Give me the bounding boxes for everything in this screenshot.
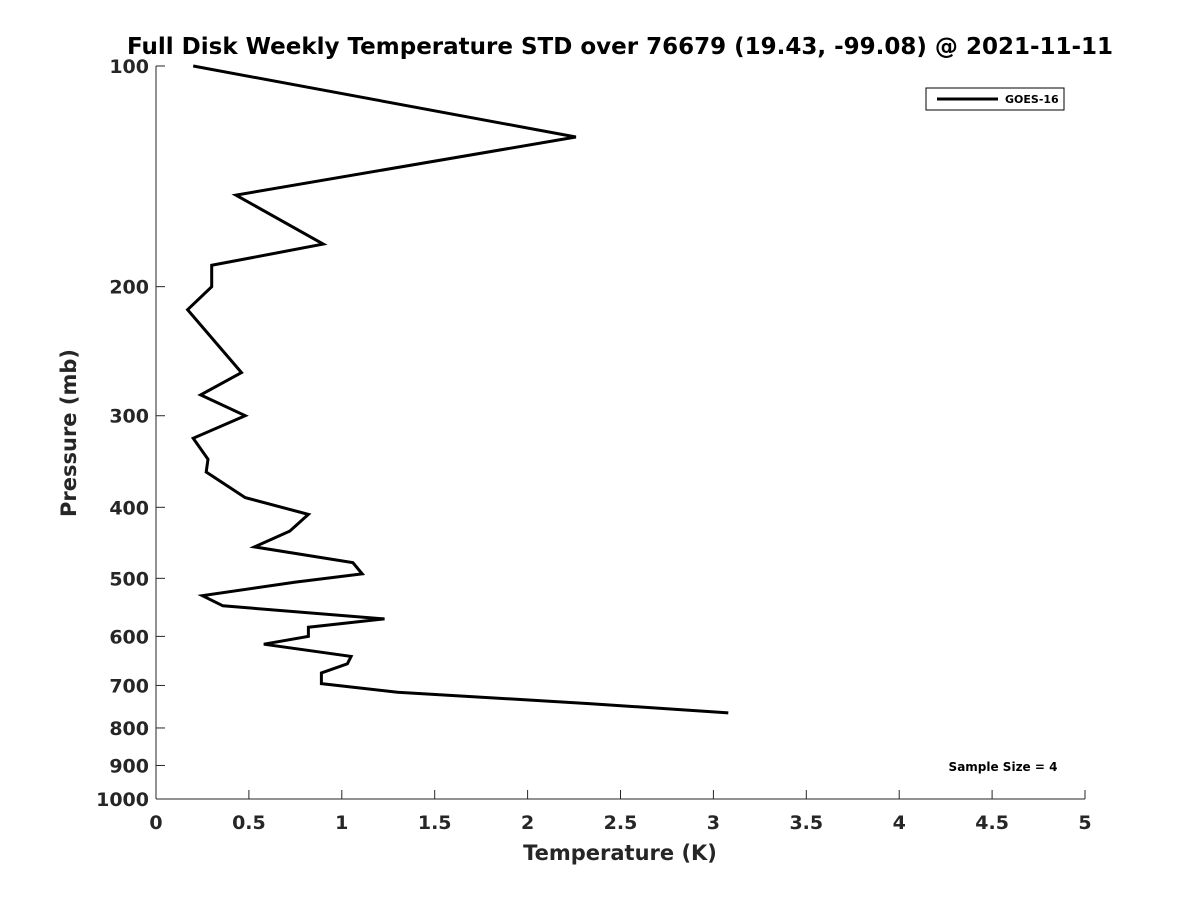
y-axis-label: Pressure (mb) <box>57 349 81 517</box>
y-tick-label: 600 <box>109 626 149 648</box>
x-tick-label: 4.5 <box>975 812 1009 834</box>
y-tick-label: 900 <box>109 755 149 777</box>
y-tick-label: 700 <box>109 675 149 697</box>
x-tick-label: 2.5 <box>604 812 638 834</box>
series-line-goes-16 <box>185 64 729 715</box>
x-axis-label: Temperature (K) <box>523 841 717 865</box>
x-tick-label: 5 <box>1078 812 1091 834</box>
y-tick-label: 300 <box>109 406 149 428</box>
x-tick-label: 1 <box>335 812 348 834</box>
x-tick-label: 0.5 <box>232 812 266 834</box>
chart-title: Full Disk Weekly Temperature STD over 76… <box>127 34 1113 60</box>
y-tick-label: 1000 <box>96 789 149 811</box>
x-tick-label: 2 <box>521 812 534 834</box>
legend-label: GOES-16 <box>1005 93 1059 106</box>
y-tick-label: 100 <box>109 56 149 78</box>
x-tick-label: 3.5 <box>789 812 823 834</box>
y-tick-label: 400 <box>109 497 149 519</box>
y-tick-label: 800 <box>109 718 149 740</box>
y-tick-label: 200 <box>109 277 149 299</box>
y-tick-label: 500 <box>109 568 149 590</box>
legend: GOES-16 <box>925 87 1065 111</box>
x-tick-label: 0 <box>149 812 162 834</box>
sample-size-annotation: Sample Size = 4 <box>949 760 1058 774</box>
series-layer <box>185 64 729 715</box>
x-tick-label: 4 <box>893 812 906 834</box>
x-tick-label: 3 <box>707 812 720 834</box>
x-tick-label: 1.5 <box>418 812 452 834</box>
plot-axes: 0 0.5 1 1.5 2 2.5 3 3.5 4 4.5 5 100 200 300 400 500 600 7… <box>96 56 1092 834</box>
